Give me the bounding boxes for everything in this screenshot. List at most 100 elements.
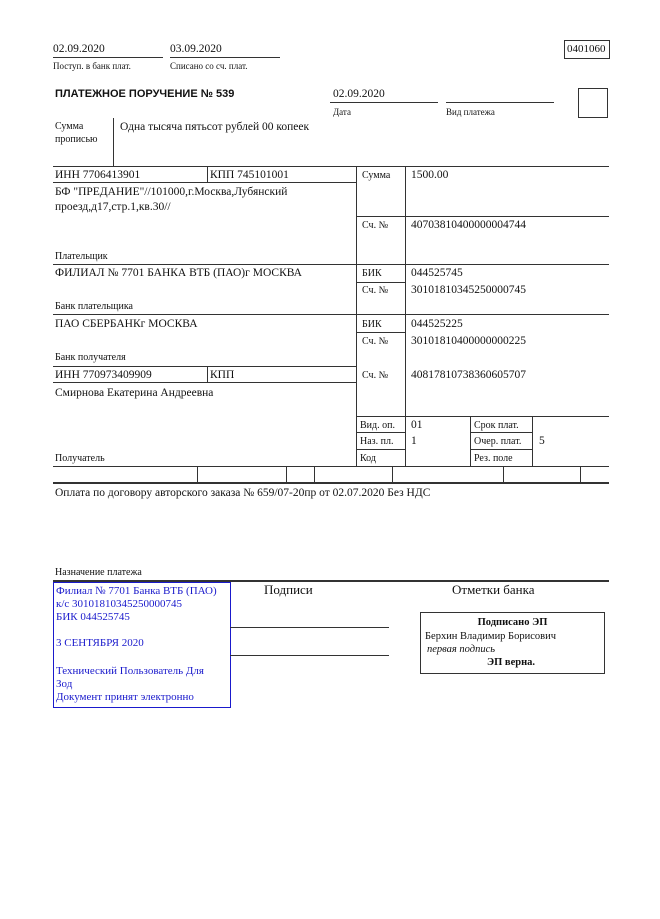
divider	[53, 366, 356, 367]
priority-label: Очер. плат.	[474, 436, 522, 447]
payer-bik: 044525745	[411, 267, 463, 279]
stamp-line: к/с 30101810345250000745	[56, 598, 183, 610]
divider	[197, 466, 198, 482]
code-label: Код	[360, 453, 376, 464]
divider	[53, 182, 356, 183]
payee-label: Получатель	[55, 453, 105, 464]
divider	[53, 57, 163, 58]
payer-name-2: проезд,д17,стр.1,кв.30//	[55, 201, 171, 213]
divider	[356, 416, 609, 417]
divider	[405, 166, 406, 466]
received-date: 02.09.2020	[53, 43, 105, 55]
signer-name: Берхин Владимир Борисович	[425, 631, 556, 642]
status-box	[578, 88, 608, 118]
payer-bik-label: БИК	[362, 268, 382, 279]
payee-bank-account: 30101810400000000225	[411, 335, 526, 347]
divider	[356, 216, 609, 217]
divider	[53, 466, 609, 467]
purpose-label: Назначение платежа	[55, 567, 142, 578]
signature-role: первая подпись	[427, 644, 496, 655]
signature-line	[230, 627, 389, 628]
form-code: 0401060	[567, 43, 606, 55]
document-date: 02.09.2020	[333, 88, 385, 100]
divider	[53, 166, 609, 167]
amount-value: 1500.00	[411, 169, 449, 181]
payer-name-1: БФ "ПРЕДАНИЕ"//101000,г.Москва,Лубянский	[55, 186, 288, 198]
payee-bank-account-label: Сч. №	[362, 336, 389, 347]
payer-account-label: Сч. №	[362, 220, 389, 231]
payer-inn: ИНН 7706413901	[55, 169, 141, 181]
divider	[356, 166, 357, 466]
op-type-label: Вид. оп.	[360, 420, 395, 431]
amount-words-label: Сумма	[55, 121, 84, 132]
divider	[446, 102, 554, 103]
divider	[470, 416, 471, 466]
divider	[356, 282, 405, 283]
bank-stamp: Филиал № 7701 Банка ВТБ (ПАО) к/с 301018…	[53, 582, 231, 708]
payee-bank-name: ПАО СБЕРБАНКг МОСКВА	[55, 318, 198, 330]
document-title: ПЛАТЕЖНОЕ ПОРУЧЕНИЕ № 539	[55, 88, 235, 100]
amount-words-label-2: прописью	[55, 134, 98, 145]
payer-label: Плательщик	[55, 251, 108, 262]
op-type: 01	[411, 419, 423, 431]
divider	[53, 482, 609, 484]
form-code-box: 0401060	[564, 40, 610, 59]
signatures-label: Подписи	[264, 582, 313, 597]
stamp-line: Зод	[56, 678, 73, 690]
payee-account: 40817810738360605707	[411, 369, 526, 381]
divider	[53, 382, 356, 383]
divider	[53, 580, 609, 582]
signed-label: Подписано ЭП	[477, 617, 548, 628]
payee-kpp: КПП	[210, 369, 235, 381]
date-label: Дата	[333, 107, 351, 117]
payee-bik: 044525225	[411, 318, 463, 330]
divider	[503, 466, 504, 482]
divider	[286, 466, 287, 482]
stamp-line: Документ принят электронно	[56, 691, 194, 703]
payee-bik-label: БИК	[362, 319, 382, 330]
divider	[356, 449, 405, 450]
payee-bank-label: Банк получателя	[55, 352, 126, 363]
stamp-line: 3 СЕНТЯБРЯ 2020	[56, 637, 144, 649]
divider	[53, 264, 609, 265]
divider	[207, 366, 208, 382]
divider	[532, 416, 533, 466]
received-label: Поступ. в банк плат.	[53, 61, 131, 71]
divider	[392, 466, 393, 482]
bank-marks-label: Отметки банка	[452, 582, 535, 597]
stamp-line: Филиал № 7701 Банка ВТБ (ПАО)	[56, 585, 217, 597]
divider	[207, 166, 208, 182]
divider	[330, 102, 438, 103]
payer-account: 40703810400000004744	[411, 219, 526, 231]
stamp-line: Технический Пользователь Для	[56, 665, 204, 677]
payee-account-label: Сч. №	[362, 370, 389, 381]
purpose-code-label: Наз. пл.	[360, 436, 394, 447]
payer-bank-name: ФИЛИАЛ № 7701 БАНКА ВТБ (ПАО)г МОСКВА	[55, 267, 302, 279]
debited-date: 03.09.2020	[170, 43, 222, 55]
payer-bank-account-label: Сч. №	[362, 285, 389, 296]
signature-line	[230, 655, 389, 656]
debited-label: Списано со сч. плат.	[170, 61, 248, 71]
reserve-label: Рез. поле	[474, 453, 513, 464]
divider	[113, 118, 114, 166]
payee-name: Смирнова Екатерина Андреевна	[55, 387, 214, 399]
purpose-text: Оплата по договору авторского заказа № 6…	[55, 487, 431, 499]
payment-type-label: Вид платежа	[446, 107, 495, 117]
divider	[170, 57, 280, 58]
divider	[470, 432, 532, 433]
divider	[356, 332, 405, 333]
purpose-code: 1	[411, 435, 417, 447]
amount-label: Сумма	[362, 170, 391, 181]
payer-kpp: КПП 745101001	[210, 169, 289, 181]
e-signature-box: Подписано ЭП Берхин Владимир Борисович п…	[420, 612, 605, 674]
divider	[314, 466, 315, 482]
signature-verified: ЭП верна.	[487, 657, 536, 668]
priority: 5	[539, 435, 545, 447]
stamp-line: БИК 044525745	[56, 611, 130, 623]
divider	[53, 314, 609, 315]
divider	[356, 432, 405, 433]
payee-inn: ИНН 770973409909	[55, 369, 152, 381]
divider	[470, 449, 532, 450]
term-label: Срок плат.	[474, 420, 519, 431]
